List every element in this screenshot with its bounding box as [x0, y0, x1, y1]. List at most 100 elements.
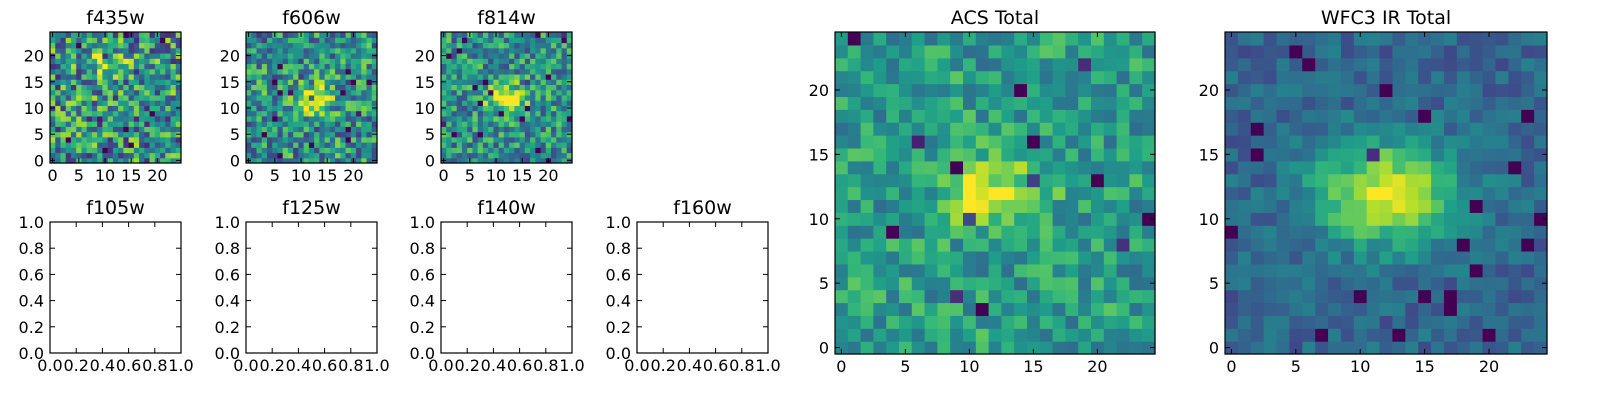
heatmap-cell	[149, 84, 156, 91]
heatmap-cell	[261, 105, 268, 112]
heatmap-cell	[50, 37, 56, 44]
heatmap-cell	[154, 89, 161, 96]
heatmap-cell	[371, 94, 378, 101]
heatmap-cell	[1302, 160, 1316, 175]
heatmap-cell	[1078, 96, 1092, 110]
heatmap-cell	[493, 47, 500, 54]
heatmap-cell	[1431, 225, 1445, 239]
heatmap-cell	[451, 73, 458, 80]
heatmap-cell	[170, 110, 177, 117]
heatmap-cell	[65, 79, 72, 85]
heatmap-cell	[1289, 70, 1303, 85]
heatmap-cell	[319, 142, 326, 148]
heatmap-cell	[1379, 109, 1394, 123]
heatmap-cell	[860, 44, 874, 59]
heatmap-cell	[1129, 289, 1143, 304]
heatmap-cell	[170, 147, 177, 154]
heatmap-cell	[1482, 315, 1497, 329]
heatmap-cell	[261, 37, 268, 44]
heatmap-cell	[340, 84, 347, 91]
heatmap-cell	[149, 79, 156, 85]
heatmap-cell	[498, 47, 505, 54]
x-tick-label: 0.0	[233, 356, 258, 375]
heatmap-cell	[950, 109, 964, 123]
heatmap-cell	[1001, 263, 1015, 278]
heatmap-cell	[1001, 276, 1015, 291]
heatmap-cell	[86, 152, 93, 159]
heatmap-cell	[1405, 250, 1419, 265]
heatmap-cell	[1366, 212, 1381, 226]
heatmap-cell	[1014, 160, 1028, 175]
heatmap-cell	[340, 68, 347, 75]
heatmap-cell	[314, 73, 320, 80]
heatmap-cell	[1379, 70, 1394, 85]
heatmap-cell	[1052, 147, 1066, 162]
heatmap-cell	[91, 136, 98, 143]
heatmap-cell	[175, 42, 182, 49]
heatmap-cell	[128, 58, 135, 65]
heatmap-cell	[287, 68, 294, 75]
heatmap-cell	[86, 142, 93, 148]
heatmap-cell	[519, 84, 526, 91]
heatmap-cell	[899, 57, 913, 72]
heatmap-cell	[1237, 160, 1252, 175]
heatmap-cell	[1001, 32, 1015, 46]
heatmap-cell	[1027, 238, 1041, 252]
heatmap-cell	[886, 276, 900, 291]
heatmap-cell	[246, 110, 252, 117]
heatmap-cell	[1065, 160, 1079, 175]
heatmap-cell	[503, 115, 510, 122]
heatmap-cell	[256, 94, 263, 101]
heatmap-cell	[1469, 302, 1484, 316]
heatmap-cell	[160, 105, 166, 112]
heatmap-cell	[1328, 109, 1342, 123]
heatmap-cell	[873, 276, 887, 291]
heatmap-cell	[350, 136, 357, 143]
heatmap-cell	[477, 100, 484, 106]
heatmap-cell	[324, 105, 331, 112]
heatmap-cell	[1495, 57, 1509, 72]
heatmap-cell	[70, 157, 77, 164]
heatmap-cell	[1392, 238, 1406, 252]
heatmap-cell	[1405, 276, 1419, 291]
heatmap-cell	[924, 289, 938, 304]
heatmap-cell	[1495, 289, 1509, 304]
heatmap-cell	[924, 250, 938, 265]
heatmap-cell	[924, 122, 938, 136]
heatmap-cell	[509, 115, 515, 122]
heatmap-cell	[545, 136, 552, 143]
heatmap-cell	[175, 152, 182, 159]
heatmap-cell	[1263, 341, 1278, 355]
heatmap-cell	[1142, 212, 1156, 226]
heatmap-cell	[149, 147, 156, 154]
heatmap-cell	[545, 110, 552, 117]
heatmap-cell	[519, 131, 526, 138]
heatmap-cell	[835, 328, 849, 342]
heatmap-cell	[911, 341, 926, 355]
heatmap-cell	[340, 37, 347, 44]
heatmap-cell	[107, 121, 114, 127]
heatmap-cell	[1418, 83, 1432, 97]
heatmap-cell	[308, 115, 315, 122]
heatmap-cell	[308, 136, 315, 143]
heatmap-cell	[1014, 122, 1028, 136]
heatmap-cell	[1052, 263, 1066, 278]
heatmap-cell	[340, 32, 347, 38]
heatmap-cell	[361, 115, 368, 122]
heatmap-cell	[319, 73, 326, 80]
heatmap-cell	[60, 79, 67, 85]
heatmap-cell	[246, 58, 252, 65]
heatmap-cell	[298, 42, 305, 49]
heatmap-cell	[988, 199, 1002, 213]
heatmap-cell	[154, 47, 161, 54]
heatmap-cell	[963, 70, 977, 85]
heatmap-cell	[366, 32, 373, 38]
heatmap-cell	[477, 58, 484, 65]
heatmap-cell	[886, 302, 900, 316]
heatmap-cell	[65, 89, 72, 96]
heatmap-cell	[1366, 70, 1381, 85]
heatmap-cell	[535, 126, 542, 133]
heatmap-cell	[144, 147, 151, 154]
heatmap-cell	[160, 131, 166, 138]
